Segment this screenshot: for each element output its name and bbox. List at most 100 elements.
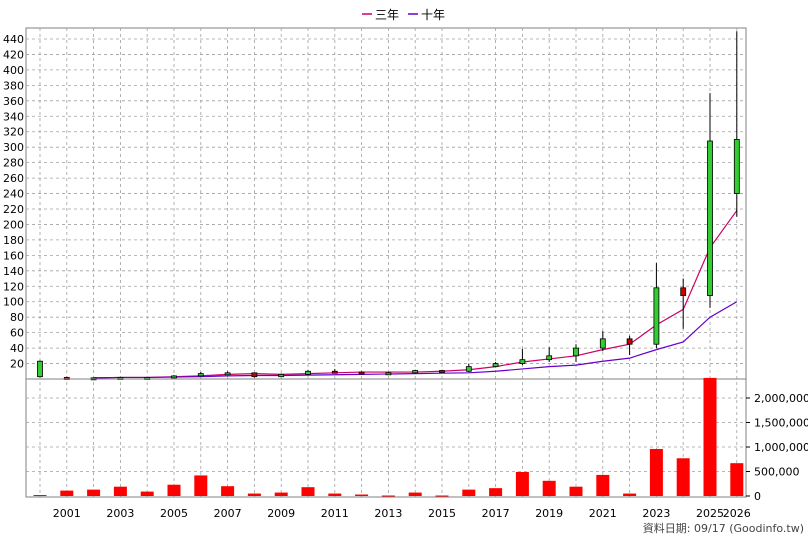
candle-body	[653, 287, 660, 345]
candle-body	[412, 370, 419, 374]
candle-body	[626, 338, 633, 345]
x-tick-label: 2017	[482, 507, 510, 520]
x-tick-label: 2025	[696, 507, 724, 520]
candle-body	[358, 371, 365, 375]
price-tick-label: 60	[10, 327, 24, 340]
volume-tick-label: 500,000	[754, 466, 800, 479]
x-tick-label: 2013	[374, 507, 402, 520]
price-tick-label: 140	[3, 265, 24, 278]
price-tick-label: 40	[10, 342, 24, 355]
price-frame	[25, 27, 747, 380]
x-tick-label: 2026	[723, 507, 751, 520]
volume-bar	[381, 495, 395, 497]
volume-bar	[113, 486, 127, 496]
candle-body	[733, 139, 740, 194]
volume-bar	[703, 377, 717, 496]
volume-bar	[569, 486, 583, 496]
volume-tick-label: 1,500,000	[754, 417, 808, 430]
price-tick-label: 20	[10, 358, 24, 371]
x-tick-label: 2009	[267, 507, 295, 520]
volume-bar	[623, 493, 637, 496]
volume-bar	[355, 494, 369, 496]
volume-bar	[60, 490, 74, 496]
candle-body	[251, 372, 258, 378]
x-axis: 2001 2003 2005 2007 2009 2011 2013 2015 2017 2019…	[53, 507, 751, 520]
volume-bar	[167, 484, 181, 496]
volume-bar	[194, 475, 208, 496]
volume-bar	[274, 492, 288, 496]
price-tick-label: 200	[3, 218, 24, 231]
candle-body	[385, 372, 392, 376]
candle-body	[573, 347, 579, 357]
candle-body	[37, 360, 43, 378]
candle-body	[465, 366, 472, 372]
candle-body	[680, 287, 687, 296]
legend-label-ma10: 十年	[421, 8, 445, 22]
price-tick-label: 220	[3, 203, 24, 216]
candle-body	[224, 372, 231, 376]
price-tick-label: 280	[3, 157, 24, 170]
price-tick-label: 300	[3, 141, 24, 154]
x-tick-label: 2023	[642, 507, 670, 520]
volume-bar	[596, 474, 610, 496]
price-tick-label: 340	[3, 110, 24, 123]
price-tick-label: 320	[3, 126, 24, 139]
x-tick-label: 2011	[321, 507, 349, 520]
x-tick-label: 2005	[160, 507, 188, 520]
volume-bar	[489, 488, 503, 496]
volume-bar	[649, 448, 663, 496]
candle-body	[331, 370, 338, 374]
volume-bar	[515, 471, 529, 496]
source-caption: 資料日期: 09/17 (Goodinfo.tw)	[643, 521, 804, 535]
price-tick-label: 100	[3, 296, 24, 309]
volume-bar	[87, 489, 101, 496]
x-tick-label: 2001	[53, 507, 81, 520]
candle-body	[197, 373, 204, 377]
candle-body	[278, 373, 285, 378]
volume-tick-label: 1,000,000	[754, 441, 808, 454]
price-tick-label: 120	[3, 280, 24, 293]
volume-bar	[542, 480, 556, 496]
volume-frame	[25, 378, 747, 498]
price-tick-label: 260	[3, 172, 24, 185]
x-tick-label: 2003	[106, 507, 134, 520]
price-tick-label: 440	[3, 33, 24, 46]
volume-bar	[221, 486, 235, 496]
price-tick-label: 360	[3, 95, 24, 108]
volume-bar	[140, 491, 154, 496]
volume-panel: 0 500,000 1,000,000 1,500,000 2,000,000	[25, 377, 808, 503]
volume-tick-label: 0	[754, 490, 761, 503]
legend: 三年 十年	[362, 8, 445, 22]
price-tick-label: 380	[3, 79, 24, 92]
candle-body	[492, 363, 499, 368]
price-tick-label: 80	[10, 311, 24, 324]
volume-bar	[435, 495, 449, 497]
x-tick-label: 2021	[589, 507, 617, 520]
candle-body	[171, 375, 177, 379]
volume-bar	[301, 487, 315, 496]
volume-bar	[328, 493, 342, 496]
volume-tick-label: 2,000,000	[754, 392, 808, 405]
x-tick-label: 2015	[428, 507, 456, 520]
candle-body	[599, 338, 606, 349]
candle-body	[439, 370, 445, 373]
volume-bar	[730, 463, 744, 496]
candle-body	[519, 359, 526, 364]
volume-bar	[247, 493, 261, 496]
price-tick-label: 180	[3, 234, 24, 247]
legend-label-ma3: 三年	[375, 8, 399, 22]
price-panel: 20 40 60 80 100 120 140 160 180 200 220 240 260 280 30…	[3, 27, 747, 497]
candle-body	[707, 140, 713, 296]
x-tick-label: 2007	[214, 507, 242, 520]
price-tick-label: 400	[3, 64, 24, 77]
volume-bar	[408, 492, 422, 496]
price-tick-label: 420	[3, 48, 24, 61]
x-tick-label: 2019	[535, 507, 563, 520]
volume-bar	[462, 489, 476, 496]
volume-bar	[676, 458, 690, 496]
candle-body	[546, 355, 553, 361]
candle-body	[305, 370, 311, 375]
price-tick-label: 160	[3, 249, 24, 262]
price-tick-label: 240	[3, 188, 24, 201]
